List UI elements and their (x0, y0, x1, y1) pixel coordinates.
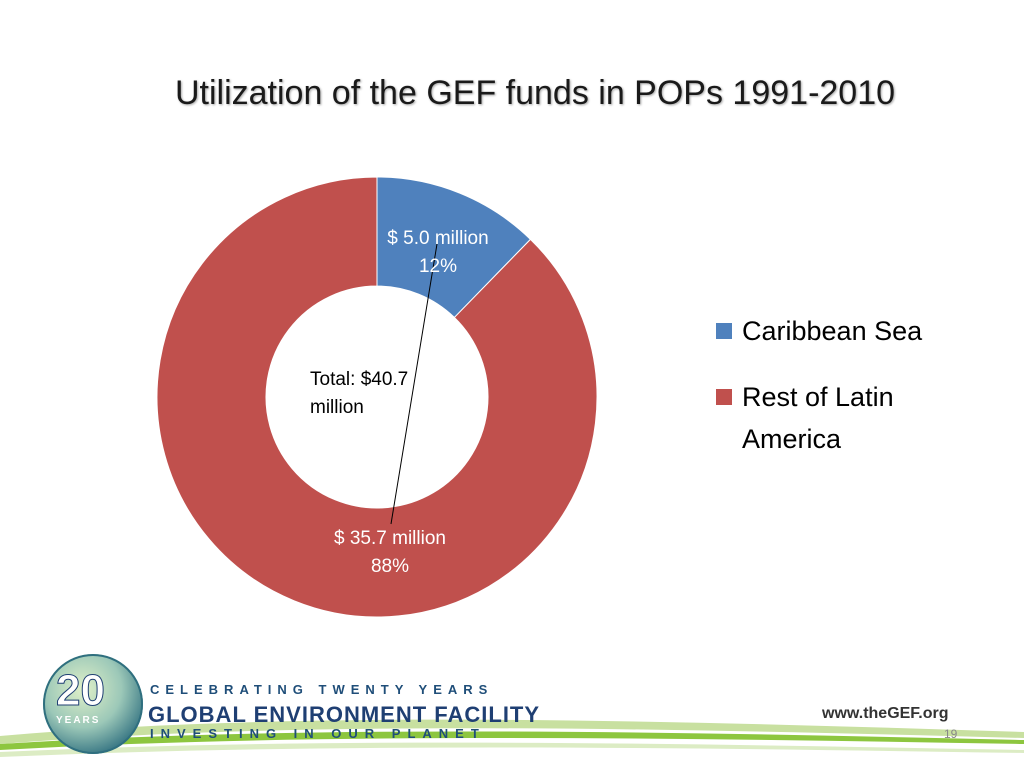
tagline-investing: INVESTING IN OUR PLANET (150, 726, 486, 741)
chart-legend: Caribbean Sea Rest of Latin America (716, 310, 976, 484)
page-number: 19 (944, 727, 958, 741)
gef-logo: 20 YEARS (43, 654, 143, 754)
slice-value-rest-of-latin-america: $ 35.7 million (334, 528, 446, 549)
footer-swoosh (0, 719, 1024, 757)
logo-years: YEARS (56, 715, 100, 726)
org-name: GLOBAL ENVIRONMENT FACILITY (148, 702, 541, 727)
legend-swatch-caribbean-sea (716, 323, 732, 339)
leader-line (390, 243, 438, 525)
site-url: www.theGEF.org (822, 705, 949, 722)
slice-percent-rest-of-latin-america: 88% (370, 556, 410, 577)
slice-percent-caribbean-sea: 12% (418, 256, 458, 277)
slice-label-caribbean-sea: $ 5.0 million 12% (368, 225, 508, 281)
tagline-celebrating: CELEBRATING TWENTY YEARS (150, 682, 494, 697)
total-label: Total: $40.7 million (310, 369, 409, 418)
slice-label-rest-of-latin-america: $ 35.7 million 88% (310, 525, 470, 581)
slice-rest-of-latin-america (156, 176, 598, 618)
chart-slices (156, 176, 598, 618)
slice-value-caribbean-sea: $ 5.0 million (387, 228, 489, 249)
legend-label-caribbean-sea: Caribbean Sea (742, 316, 923, 346)
legend-label-rest-of-latin-america: Rest of Latin America (742, 382, 894, 454)
legend-swatch-rest-of-latin-america (716, 389, 732, 405)
slide-title: Utilization of the GEF funds in POPs 199… (174, 74, 896, 112)
legend-item-rest-of-latin-america: Rest of Latin America (716, 376, 976, 460)
legend-item-caribbean-sea: Caribbean Sea (716, 310, 976, 352)
logo-numeral: 20 (56, 666, 105, 715)
